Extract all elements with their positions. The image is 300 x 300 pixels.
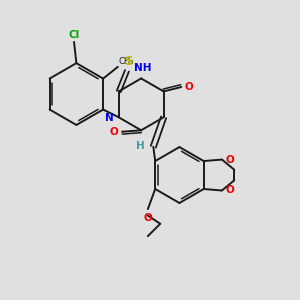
Text: CH₃: CH₃ [119, 57, 134, 66]
Text: Cl: Cl [68, 31, 80, 40]
Text: N: N [105, 113, 113, 123]
Text: S: S [124, 56, 132, 68]
Text: O: O [143, 213, 152, 223]
Text: O: O [226, 185, 234, 196]
Text: O: O [185, 82, 194, 92]
Text: O: O [110, 127, 118, 137]
Text: NH: NH [134, 63, 152, 73]
Text: O: O [226, 154, 234, 165]
Text: H: H [136, 141, 145, 151]
